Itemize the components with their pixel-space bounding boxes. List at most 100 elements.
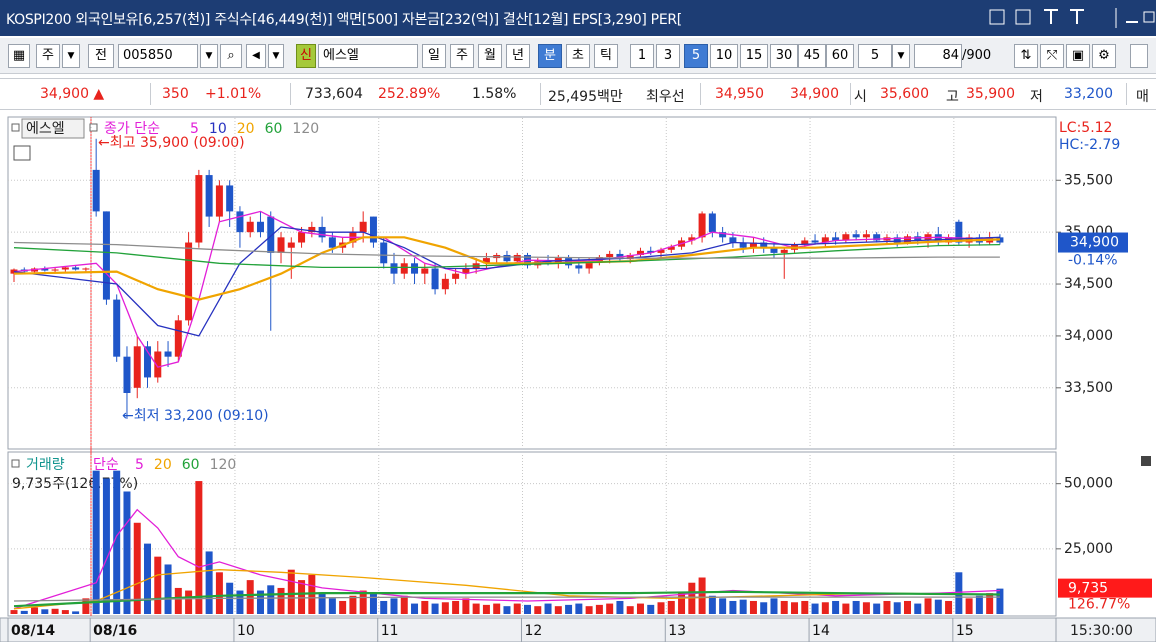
legend-entry: 60 <box>182 457 200 473</box>
candle-body <box>482 258 490 264</box>
interval-button[interactable]: 5 <box>684 44 708 68</box>
volume-bar <box>328 598 336 614</box>
period-button[interactable]: 일 <box>422 44 446 68</box>
period-button[interactable]: 월 <box>478 44 502 68</box>
sound-button[interactable]: ◀ <box>246 44 266 68</box>
candle-body <box>606 253 614 258</box>
scope-button[interactable]: 전 <box>88 44 114 68</box>
volume-bar <box>10 610 18 614</box>
dropdown[interactable]: ▼ <box>62 44 80 68</box>
period-button[interactable]: 틱 <box>594 44 618 68</box>
count-input[interactable]: 84 <box>914 44 962 68</box>
candle-body <box>729 237 737 243</box>
dropdown[interactable]: ▼ <box>892 44 910 68</box>
candle-body <box>51 269 59 271</box>
candle-body <box>369 216 377 243</box>
candle-body <box>955 221 963 243</box>
candle-body <box>72 267 80 270</box>
volume-bar <box>298 580 306 614</box>
volume-ma-label: 단순 <box>93 457 119 473</box>
maximize-button[interactable] <box>1143 11 1155 23</box>
volume-bar <box>31 607 39 614</box>
candle-body <box>390 263 398 274</box>
time-label: 15:30:00 <box>1070 623 1133 639</box>
quote-divider <box>700 83 701 105</box>
quote-field: +1.01% <box>205 86 262 102</box>
volume-bar <box>431 603 439 614</box>
x-tick-label: 08/16 <box>93 623 137 639</box>
window-icon[interactable] <box>1015 9 1031 25</box>
quote-field: 25,495백만 <box>548 89 623 105</box>
volume-bar <box>359 590 367 614</box>
interval-button[interactable]: 3 <box>656 44 680 68</box>
search-button[interactable]: ⌕ <box>220 44 242 68</box>
volume-bar <box>369 593 377 614</box>
candle-body <box>246 221 254 233</box>
volume-bar <box>708 595 716 614</box>
legend-icon <box>11 123 20 132</box>
interval-button[interactable]: 45 <box>798 44 826 68</box>
name-input[interactable]: 에스엘 <box>318 44 418 68</box>
volume-bar <box>390 598 398 614</box>
volume-bar <box>82 598 90 614</box>
volume-bar <box>770 598 778 614</box>
volume-bar <box>195 481 203 614</box>
y-tick-label: 50,000 <box>1064 476 1113 492</box>
interval-button[interactable]: 1 <box>630 44 654 68</box>
settings-button[interactable]: ⚙ <box>1092 44 1116 68</box>
x-tick-label: 15 <box>956 623 974 639</box>
count-max: /900 <box>962 48 992 63</box>
candle-body <box>698 213 706 238</box>
period-button[interactable]: 년 <box>506 44 530 68</box>
volume-bar <box>482 604 490 614</box>
candle-body <box>626 254 634 260</box>
interval-button[interactable]: 15 <box>740 44 768 68</box>
unit-select[interactable]: 5 <box>858 44 892 68</box>
x-tick-label: 14 <box>812 623 830 639</box>
quote-field: 34,950 <box>715 86 764 102</box>
interval-button[interactable]: 60 <box>826 44 854 68</box>
period-button[interactable]: 분 <box>538 44 562 68</box>
candle-body <box>708 213 716 233</box>
legend-entry: 120 <box>292 121 319 137</box>
interval-button[interactable]: 10 <box>710 44 738 68</box>
code-input[interactable]: 005850 <box>118 44 198 68</box>
panel-close[interactable] <box>1141 456 1151 466</box>
title-bar: KOSPI200 외국인보유[6,257(천)] 주식수[46,449(천)] … <box>0 0 1156 36</box>
volume-bar <box>51 608 59 614</box>
quote-divider <box>540 83 541 105</box>
tool-button[interactable]: ⤲ <box>1040 44 1064 68</box>
y-tick-label: 33,500 <box>1064 380 1113 396</box>
candle-body <box>801 240 809 245</box>
pin-icon[interactable] <box>1044 9 1058 24</box>
window-icon[interactable] <box>989 9 1005 25</box>
candle-body <box>411 263 419 274</box>
period-button[interactable]: 초 <box>566 44 590 68</box>
volume-bar <box>441 602 449 614</box>
period-button[interactable]: 주 <box>450 44 474 68</box>
menu-button[interactable]: ▦ <box>8 44 30 68</box>
candle-body <box>903 236 911 243</box>
volume-bar <box>411 603 419 614</box>
save-button[interactable]: ▣ <box>1066 44 1090 68</box>
x-tick-label: 12 <box>525 623 543 639</box>
interval-button[interactable]: 30 <box>770 44 798 68</box>
candle-body <box>256 221 264 233</box>
text-icon[interactable] <box>1070 9 1084 24</box>
volume-bar <box>698 577 706 614</box>
dropdown[interactable]: ▼ <box>268 44 284 68</box>
volume-bar <box>760 602 768 614</box>
checkbox[interactable] <box>1130 44 1148 68</box>
tool-button[interactable]: ⇅ <box>1014 44 1038 68</box>
ma-label: 종가 단순 <box>104 121 160 137</box>
volume-bar <box>503 606 511 614</box>
candle-body <box>102 211 110 300</box>
volume-bar <box>534 606 542 614</box>
market-select[interactable]: 주 <box>36 44 60 68</box>
volume-bar <box>513 603 521 614</box>
legend-entry: 5 <box>135 457 144 473</box>
volume-bar <box>246 580 254 614</box>
dropdown[interactable]: ▼ <box>200 44 218 68</box>
volume-bar <box>102 478 110 614</box>
